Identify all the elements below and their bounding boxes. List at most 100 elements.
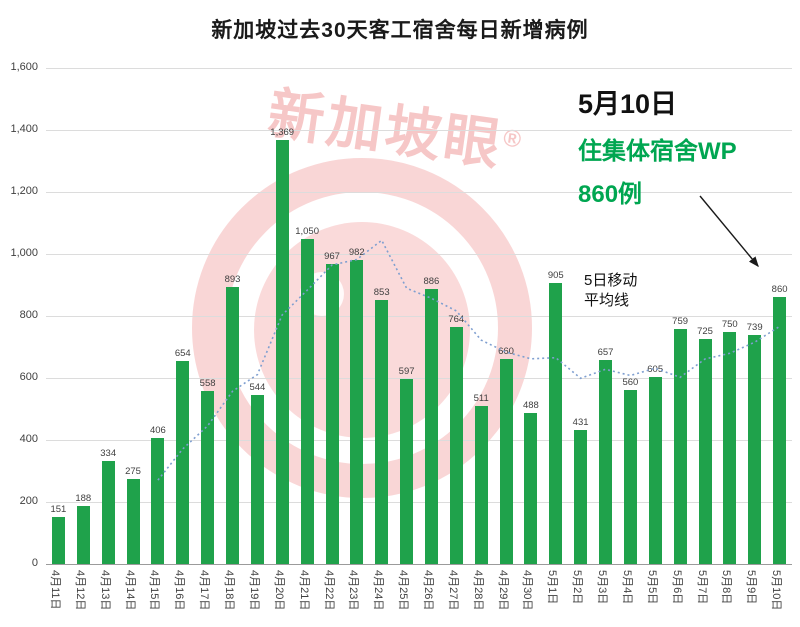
y-axis-tick-label: 400	[19, 433, 38, 445]
bar	[648, 376, 662, 564]
bar-value-label: 334	[100, 447, 117, 459]
x-axis-label: 4月19日	[247, 570, 260, 611]
x-axis-label: 5月9日	[745, 570, 758, 605]
x-axis-label: 4月20日	[272, 570, 285, 611]
x-axis-label: 4月12日	[73, 570, 86, 611]
bar	[350, 259, 364, 564]
y-axis-tick-label: 0	[31, 557, 38, 569]
x-axis-label: 5月2日	[571, 570, 584, 605]
bar-value-label: 558	[199, 378, 216, 389]
gridline	[46, 192, 792, 193]
bar-value-label: 431	[572, 417, 589, 429]
x-axis-label: 4月15日	[148, 570, 161, 611]
bar-value-label: 860	[771, 284, 788, 296]
x-axis-label: 5月4日	[620, 570, 633, 605]
x-axis-label: 5月3日	[596, 570, 608, 605]
bar	[300, 238, 314, 564]
x-axis-label: 4月28日	[471, 570, 484, 611]
x-axis-label: 4月26日	[421, 570, 434, 611]
x-axis-label: 4月17日	[198, 570, 211, 611]
bar	[51, 517, 65, 564]
annotation-line1: 住集体宿舍WP	[578, 138, 737, 165]
bar-value-label: 188	[75, 492, 92, 504]
bar-value-label: 605	[647, 363, 664, 375]
moving-average-label-line1: 5日移动	[584, 272, 638, 289]
bar	[449, 327, 463, 564]
x-axis-label: 4月16日	[173, 570, 186, 611]
x-axis-label: 4月27日	[446, 570, 459, 611]
bar-value-label: 275	[125, 465, 141, 477]
bar-value-label: 1,050	[295, 225, 319, 237]
x-axis-label: 5月7日	[695, 570, 708, 605]
bar	[599, 360, 612, 564]
bar-value-label: 982	[348, 246, 365, 258]
bar	[748, 334, 762, 564]
bar-value-label: 853	[373, 286, 390, 298]
bar-value-label: 406	[149, 425, 166, 437]
bar	[176, 361, 190, 564]
bar	[474, 405, 488, 564]
bar-value-label: 893	[224, 274, 241, 286]
bar-value-label: 739	[746, 321, 763, 333]
annotation-date: 5月10日	[578, 89, 678, 119]
x-axis-label: 4月23日	[347, 570, 360, 611]
bar-value-label: 759	[672, 315, 689, 327]
chart-title: 新加坡过去30天客工宿舍每日新增病例	[211, 19, 589, 42]
gridline	[46, 68, 792, 69]
bar	[76, 505, 90, 564]
bar	[673, 328, 687, 564]
bar-value-label: 1,369	[270, 126, 295, 138]
annotation-line2: 860例	[578, 181, 643, 208]
bar-value-label: 657	[597, 347, 614, 359]
y-axis-tick-label: 1,000	[10, 247, 38, 259]
bar	[375, 299, 389, 564]
bar	[325, 264, 339, 564]
x-axis-label: 5月10日	[770, 570, 783, 611]
bar	[250, 395, 264, 564]
gridline	[46, 564, 792, 565]
y-axis-tick-label: 1,200	[10, 185, 38, 197]
gridline	[46, 130, 792, 131]
bar-value-label: 660	[498, 346, 514, 358]
bar	[524, 412, 538, 564]
bar	[126, 478, 140, 565]
x-axis-label: 4月25日	[397, 570, 410, 611]
bar	[275, 139, 289, 564]
y-axis-tick-label: 1,400	[10, 123, 38, 135]
x-axis-label: 4月13日	[98, 570, 111, 611]
bar-value-label: 764	[448, 314, 465, 326]
bar	[151, 438, 165, 564]
y-axis-tick-label: 1,600	[10, 61, 38, 73]
x-axis-label: 4月24日	[372, 570, 385, 611]
x-axis-label: 5月6日	[670, 570, 683, 605]
x-axis-label: 4月22日	[322, 570, 335, 611]
bar	[400, 378, 414, 564]
y-axis-tick-label: 800	[19, 309, 38, 321]
x-axis-label: 4月18日	[223, 570, 235, 611]
gridline	[46, 254, 792, 255]
x-axis-label: 4月11日	[48, 570, 61, 610]
bar	[201, 391, 215, 564]
annotation-callout: 5月10日 住集体宿舍WP 860例	[578, 82, 737, 217]
bar-value-label: 560	[622, 377, 639, 389]
x-axis-label: 5月5日	[645, 570, 658, 605]
bar-value-label: 151	[50, 504, 67, 516]
x-axis-label: 4月14日	[123, 570, 136, 611]
bar	[773, 297, 787, 564]
bar	[574, 430, 588, 564]
bar	[424, 289, 438, 564]
bar	[698, 339, 712, 565]
gridline	[46, 502, 792, 503]
x-axis-label: 4月21日	[297, 570, 310, 611]
bar	[623, 390, 637, 564]
bar-value-label: 905	[547, 270, 564, 282]
x-axis-label: 5月1日	[546, 570, 559, 605]
x-axis-label: 4月29日	[496, 570, 509, 611]
moving-average-label: 5日移动 平均线	[584, 271, 637, 311]
bar-value-label: 886	[423, 276, 440, 288]
bar	[499, 359, 513, 564]
bar-value-label: 597	[398, 365, 415, 377]
moving-average-label-line2: 平均线	[584, 292, 630, 309]
y-axis-tick-label: 200	[19, 495, 38, 507]
